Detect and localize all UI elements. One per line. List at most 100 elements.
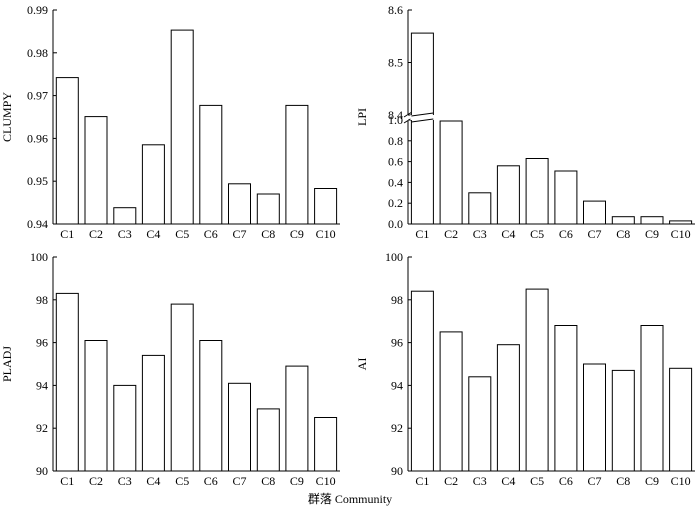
y-tick-label: 0.98 [27,46,48,60]
bar-lpi-C5 [525,158,549,225]
bar-clumpy-C1 [55,77,79,225]
bar-pladj-C3 [113,384,137,472]
bar-lpi-C10 [669,220,693,225]
x-tick-label: C1 [415,227,429,241]
bar-clumpy-C5 [170,29,194,225]
x-tick-label: C7 [232,474,246,488]
x-tick-label: C2 [89,227,103,241]
y-tick-label: 90 [36,464,48,478]
y-tick-label: 92 [36,421,48,435]
x-tick-label: C10 [671,227,691,241]
y-tick-label: 8.6 [388,3,403,17]
x-tick-label: C9 [290,474,304,488]
bar-lpi-C2 [439,120,463,225]
y-tick-label: 0.6 [388,155,403,169]
y-tick-label: 1.0 [388,113,403,127]
y-tick-label: 96 [36,336,48,350]
y-tick-label: 100 [385,250,403,264]
bar-clumpy-C3 [113,207,137,225]
y-tick-label: 98 [391,293,403,307]
bar-ai-C9 [640,325,664,472]
bar-ai-C7 [583,363,606,472]
y-tick-label: 96 [391,336,403,350]
x-tick-label: C1 [60,474,74,488]
x-tick-label: C6 [559,474,573,488]
bar-pladj-C8 [256,408,280,472]
x-tick-label: C10 [316,474,336,488]
bar-pladj-C2 [84,340,108,472]
y-tick-label: 0.4 [388,175,403,189]
x-tick-label: C5 [530,227,544,241]
x-tick-label: C3 [118,227,132,241]
x-tick-label: C6 [204,227,218,241]
x-tick-label: C4 [146,227,160,241]
bar-pladj-C1 [55,292,79,472]
bar-pladj-C4 [141,354,165,472]
bar-clumpy-C4 [141,144,165,225]
y-tick-label: 8.5 [388,56,403,70]
bar-break-gap [410,115,435,120]
bar-ai-C6 [554,325,578,472]
x-tick-label: C10 [671,474,691,488]
x-tick-label: C3 [118,474,132,488]
y-tick-label: 0.99 [27,3,48,17]
y-axis-title: LPI [355,108,369,126]
panel-lpi: 8.4 8.5 8.6 0.0 0.2 0.4 0.6 0.8 1.0 LPI C1 C2 C3 C4 C5… [355,3,695,241]
y-axis-title: CLUMPY [0,92,14,142]
x-tick-label: C4 [501,474,515,488]
y-tick-label: 94 [36,378,48,392]
y-tick-label: 94 [391,378,403,392]
x-tick-label: C1 [60,227,74,241]
bar-ai-C2 [439,331,463,472]
bar-ai-C5 [525,288,549,472]
x-tick-label: C7 [587,227,601,241]
bar-lpi-C1 [410,32,434,225]
bar-pladj-C9 [285,365,309,472]
bar-lpi-C4 [496,165,520,225]
x-tick-label: C5 [530,474,544,488]
bar-clumpy-C8 [256,193,280,225]
y-tick-label: 98 [36,293,48,307]
panel-clumpy: 0.94 0.95 0.96 0.97 0.98 0.99 CLUMPY C1 C2 C3 C4 C5… [0,3,340,241]
y-axis-title: AI [355,358,369,371]
bar-ai-C4 [496,344,520,472]
x-tick-label: C8 [616,227,630,241]
bar-ai-C1 [410,290,434,472]
bar-clumpy-C7 [228,183,251,225]
y-tick-label: 92 [391,421,403,435]
y-tick-label: 100 [30,250,48,264]
x-tick-label: C2 [89,474,103,488]
bar-lpi-C6 [554,170,578,225]
x-tick-label: C8 [616,474,630,488]
y-tick-label: 0.97 [27,89,48,103]
x-tick-label: C7 [587,474,601,488]
y-tick-label: 0.8 [388,134,403,148]
x-tick-label: C8 [261,227,275,241]
x-tick-label: C3 [473,474,487,488]
bar-pladj-C6 [199,340,223,472]
y-tick-label: 0.2 [388,196,403,210]
bar-clumpy-C10 [314,188,338,225]
x-tick-label: C2 [444,474,458,488]
bar-lpi-C3 [468,192,492,225]
bar-break-mark [411,118,434,123]
x-tick-label: C4 [146,474,160,488]
bar-ai-C10 [669,367,693,472]
bar-clumpy-C2 [84,116,108,225]
x-tick-label: C8 [261,474,275,488]
bar-clumpy-C6 [199,104,223,225]
panel-pladj: 90 92 94 96 98 100 PLADJ C1 C2 C3 C4 C5 C6 C7 C8 C9 C10 [0,250,340,488]
x-tick-label: C6 [204,474,218,488]
bar-lpi-C8 [611,216,635,225]
y-tick-label: 0.94 [27,217,48,231]
bar-lpi-C9 [640,216,664,225]
x-tick-label: C9 [645,227,659,241]
x-tick-label: C3 [473,227,487,241]
x-tick-label: C2 [444,227,458,241]
y-tick-label: 0.95 [27,174,48,188]
bar-pladj-C5 [170,303,194,472]
bar-pladj-C7 [228,382,251,472]
x-tick-label: C10 [316,227,336,241]
y-tick-label: 0.96 [27,131,48,145]
x-tick-label: C1 [415,474,429,488]
